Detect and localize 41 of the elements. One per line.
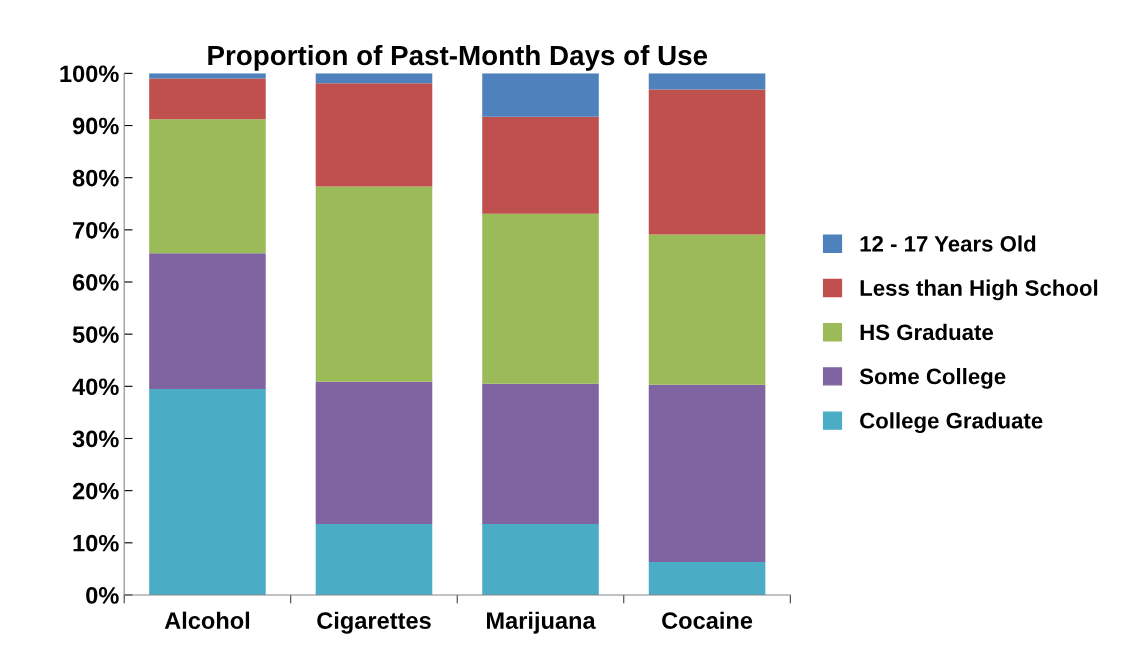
bar bbox=[648, 89, 766, 235]
legend-label: 12 - 17 Years Old bbox=[860, 235, 1036, 252]
bar bbox=[648, 73, 766, 90]
y-tick-label: 20% bbox=[72, 482, 119, 500]
y-tick-label: 40% bbox=[72, 378, 119, 396]
chart-title: Proportion of Past-Month Days of Use bbox=[208, 44, 708, 71]
x-tick-label: Alcohol bbox=[164, 611, 250, 629]
bar bbox=[482, 383, 599, 525]
bar bbox=[315, 524, 433, 595]
legend-label: Some College bbox=[859, 367, 1006, 389]
y-tick-label: 80% bbox=[72, 169, 119, 187]
bar bbox=[482, 73, 599, 117]
bar bbox=[315, 186, 433, 382]
bar bbox=[149, 73, 266, 79]
bar bbox=[482, 116, 599, 214]
x-tick-label: Cocaine bbox=[662, 611, 753, 629]
bar bbox=[648, 384, 766, 563]
y-tick-label: 90% bbox=[72, 117, 119, 135]
x-tick-label: Cigarettes bbox=[317, 611, 431, 634]
legend-label: HS Graduate bbox=[860, 323, 994, 341]
bar bbox=[315, 381, 433, 525]
x-tick-label: Marijuana bbox=[486, 611, 596, 634]
bar bbox=[149, 388, 266, 595]
y-tick-label: 60% bbox=[72, 274, 119, 291]
bar bbox=[482, 524, 599, 595]
bar bbox=[149, 119, 266, 254]
legend-label: College Graduate bbox=[860, 412, 1043, 434]
y-tick-label: 50% bbox=[72, 326, 119, 343]
bar bbox=[482, 213, 599, 384]
bar bbox=[149, 253, 266, 389]
y-tick-label: 10% bbox=[73, 534, 119, 552]
y-tick-label: 0% bbox=[86, 587, 119, 604]
y-tick-label: 30% bbox=[72, 430, 119, 448]
y-tick-label: 100% bbox=[60, 65, 119, 83]
bar bbox=[315, 73, 433, 84]
bar bbox=[648, 562, 766, 595]
bar bbox=[149, 78, 266, 120]
bar bbox=[315, 83, 433, 187]
bar bbox=[648, 234, 766, 385]
legend-label: Less than High School bbox=[860, 279, 1098, 301]
y-tick-label: 70% bbox=[73, 221, 119, 239]
